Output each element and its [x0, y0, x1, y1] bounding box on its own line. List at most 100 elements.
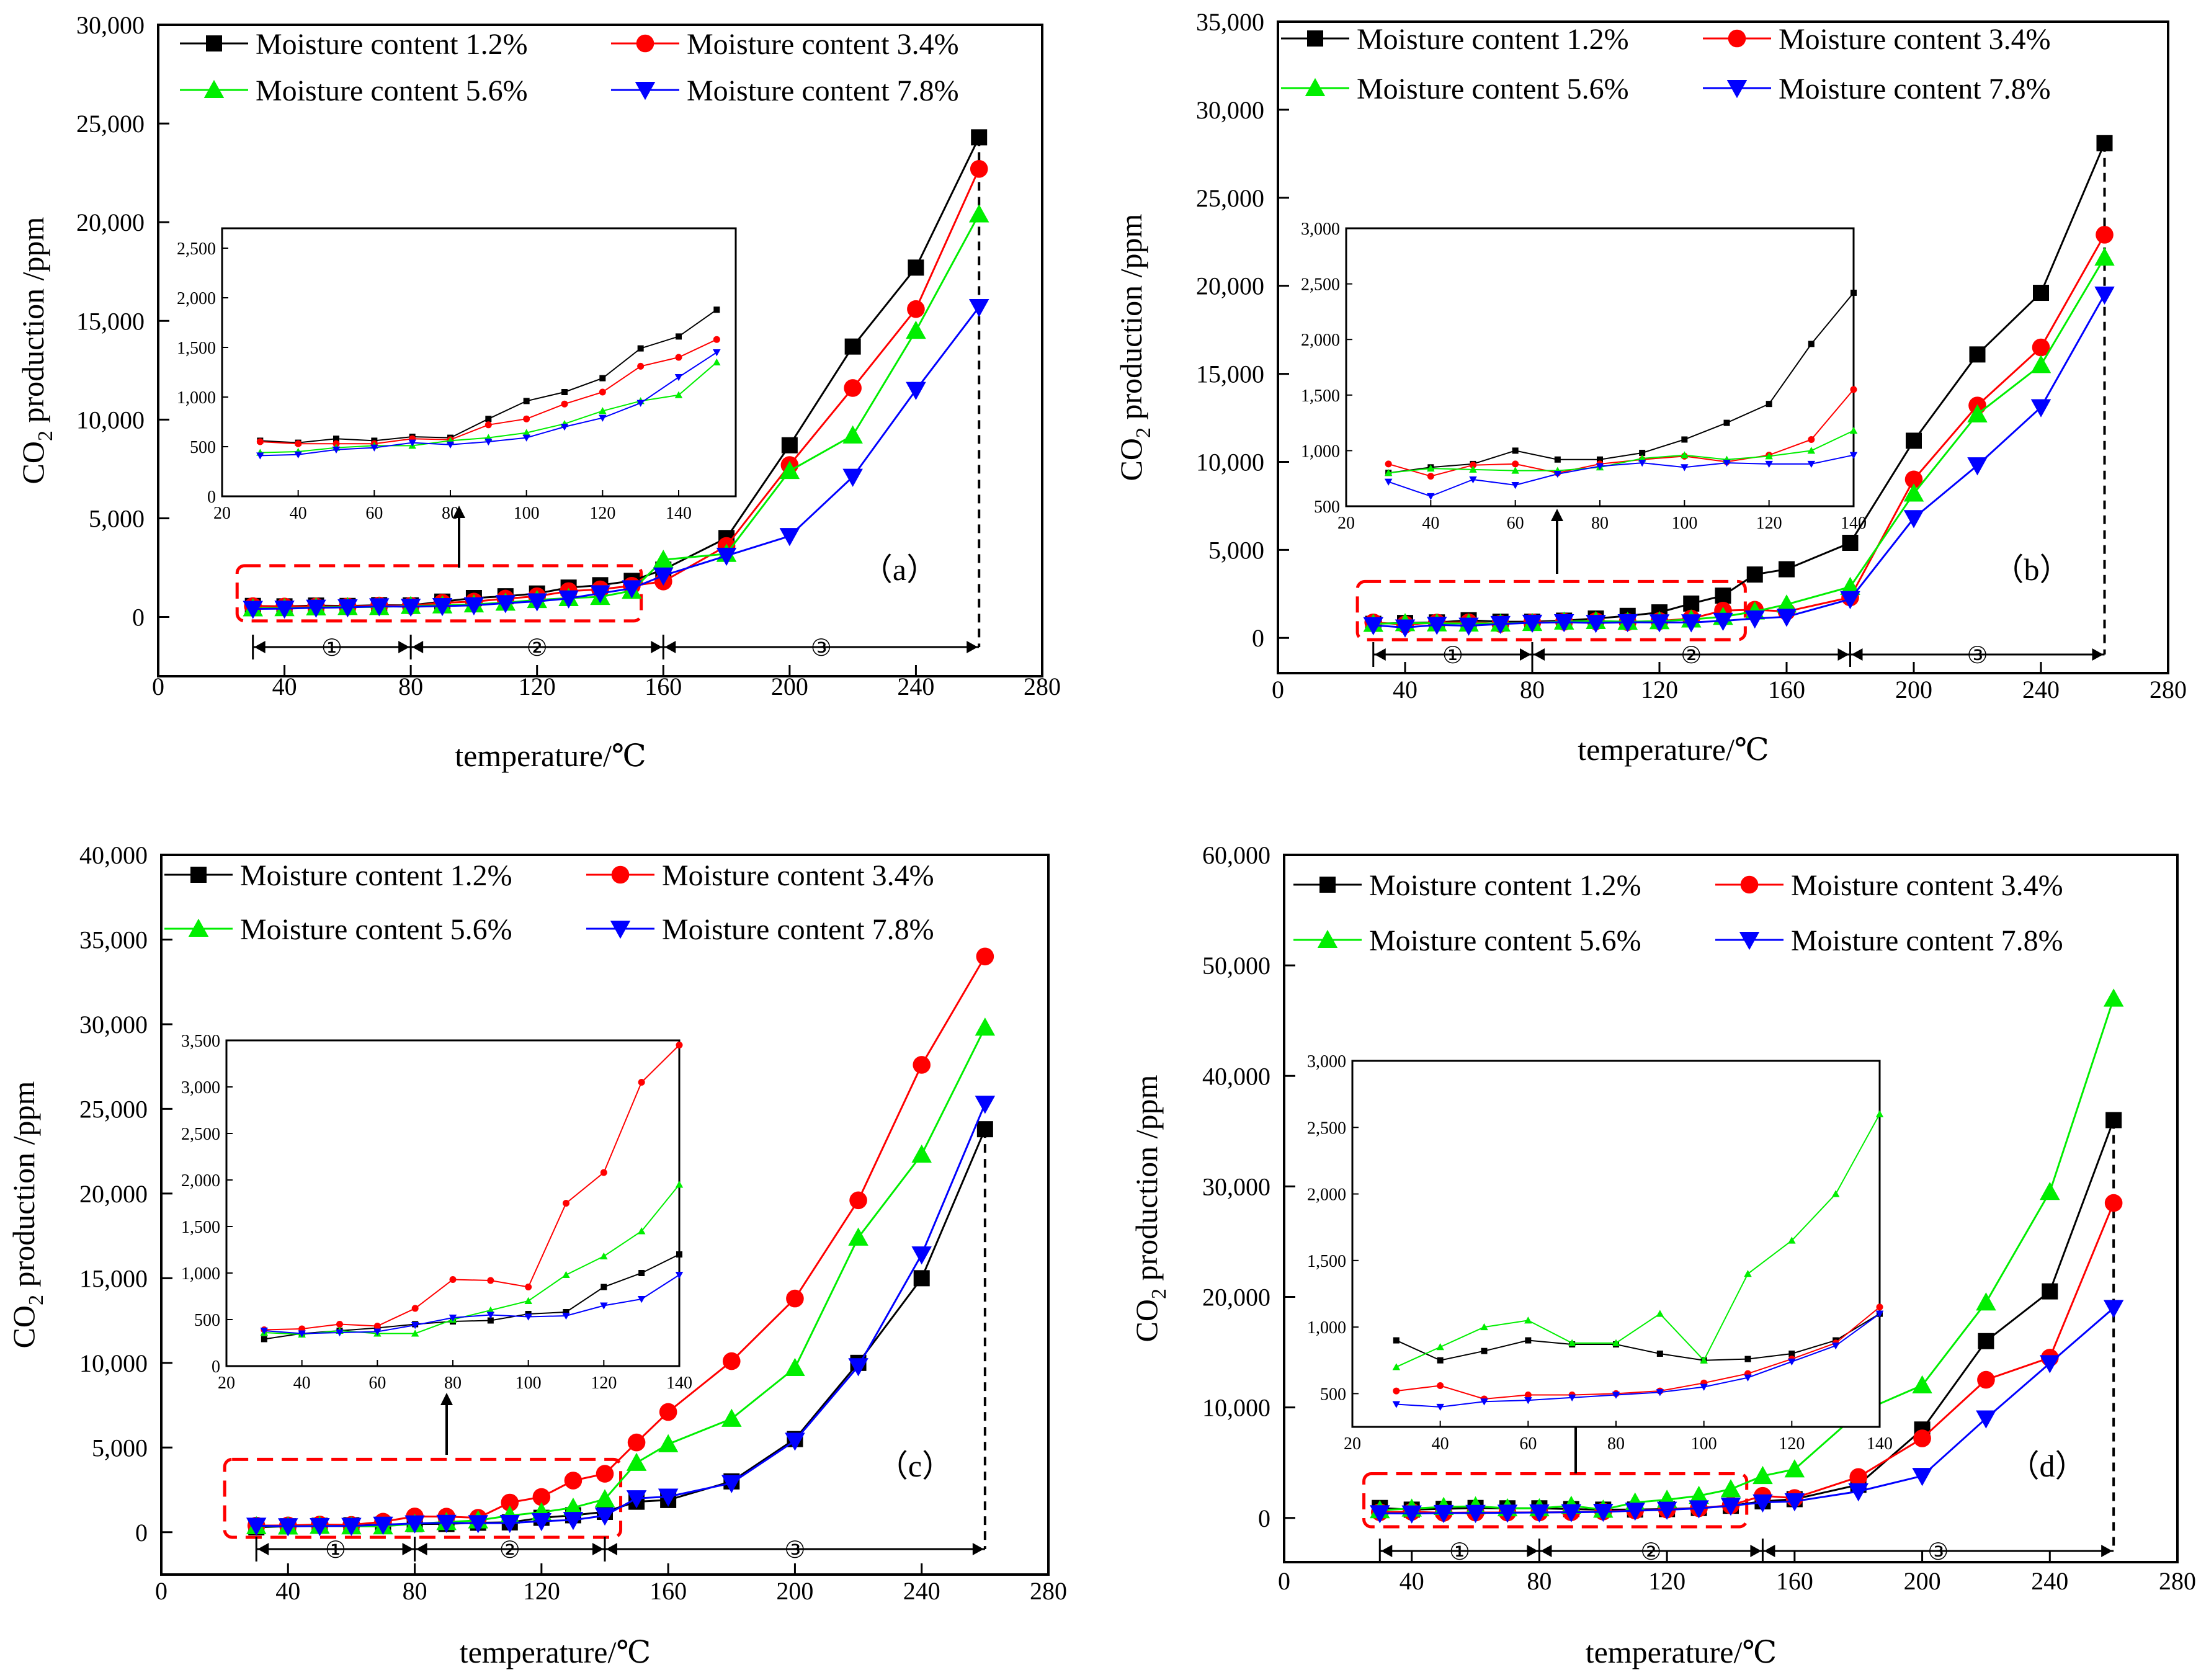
y-tick-label: 60,000 — [1202, 841, 1270, 869]
data-point — [1401, 1505, 1422, 1524]
data-point — [1554, 614, 1574, 633]
data-point — [564, 1472, 583, 1490]
x-tick-label: 240 — [903, 1577, 940, 1605]
data-point — [1458, 617, 1479, 636]
stage-label: ③ — [1927, 1539, 1949, 1565]
y-tick-label: 10,000 — [1196, 448, 1264, 476]
inset-data-point — [1875, 1310, 1884, 1318]
data-point — [2104, 1194, 2123, 1212]
inset-data-point — [449, 1315, 457, 1322]
data-point — [243, 601, 263, 619]
data-point — [1752, 1494, 1773, 1513]
inset-y-tick-label: 1,500 — [1301, 386, 1340, 406]
inset-x-tick-label: 60 — [365, 504, 383, 523]
data-point — [369, 598, 390, 617]
x-tick-label: 120 — [1641, 676, 1678, 704]
inset-pointer-head — [453, 506, 465, 518]
inset-data-point — [561, 389, 568, 395]
data-point — [1849, 1468, 1868, 1486]
inset-y-tick-label: 2,000 — [181, 1171, 220, 1191]
inset-data-point — [1554, 456, 1561, 463]
data-point — [626, 1490, 647, 1509]
x-axis-label: temperature/℃ — [1578, 732, 1769, 767]
data-point — [968, 204, 989, 223]
inset-data-point — [713, 336, 720, 343]
data-point — [1561, 1504, 1582, 1522]
data-point — [495, 595, 516, 614]
data-point — [721, 1475, 742, 1493]
data-point — [1370, 1505, 1390, 1524]
data-point — [1976, 1410, 1996, 1429]
legend-marker — [1728, 29, 1746, 48]
legend-marker — [610, 921, 631, 939]
y-tick-label: 30,000 — [76, 11, 145, 39]
inset-data-point — [1788, 1236, 1796, 1244]
data-point — [848, 1227, 868, 1246]
inset-x-tick-label: 120 — [1756, 514, 1782, 533]
inset-data-point — [1639, 449, 1646, 456]
data-point — [1649, 614, 1670, 633]
legend-label: Moisture content 5.6% — [256, 74, 528, 107]
stage-label: ① — [325, 1537, 346, 1563]
y-tick-label: 5,000 — [89, 504, 145, 532]
data-point — [246, 1517, 267, 1536]
data-point — [590, 585, 610, 604]
data-point — [501, 1493, 519, 1512]
data-point — [1617, 614, 1638, 633]
inset-data-point — [1681, 436, 1688, 443]
data-point — [659, 1403, 677, 1421]
x-tick-label: 40 — [272, 672, 297, 700]
inset-data-point — [1744, 1270, 1752, 1277]
data-point — [532, 1488, 551, 1506]
x-tick-label: 40 — [1400, 1567, 1424, 1595]
data-point — [1427, 617, 1447, 635]
data-point — [1625, 1503, 1645, 1521]
inset-data-point — [1612, 1339, 1620, 1346]
y-tick-label: 5,000 — [92, 1434, 148, 1462]
data-point — [1784, 1493, 1805, 1512]
inset-data-point — [599, 375, 606, 382]
data-point — [722, 1352, 741, 1370]
inset-data-point — [599, 407, 607, 414]
data-point — [1976, 1292, 1996, 1311]
stage-arrow-head — [592, 1543, 604, 1555]
y-tick-label: 30,000 — [1196, 96, 1264, 124]
x-tick-label: 120 — [1648, 1567, 1685, 1595]
data-point — [1903, 510, 1924, 529]
inset-data-point — [675, 1181, 684, 1188]
data-point — [1586, 615, 1606, 633]
inset-data-point — [600, 1302, 608, 1310]
inset-data-point — [563, 1200, 569, 1207]
inset-data-point — [1849, 426, 1858, 434]
inset-y-tick-label: 2,500 — [181, 1125, 220, 1144]
inset-data-point — [676, 1042, 683, 1048]
inset-data-point — [563, 1309, 569, 1315]
inset-data-point — [1427, 473, 1434, 480]
data-point — [1779, 561, 1795, 578]
inset-y-tick-label: 1,000 — [1301, 442, 1340, 461]
inset-data-point — [373, 1328, 382, 1336]
inset-x-tick-label: 20 — [1344, 1434, 1361, 1454]
inset-x-tick-label: 60 — [1507, 514, 1524, 533]
data-point — [404, 1515, 425, 1534]
data-point — [1395, 619, 1416, 638]
stage-arrow-head — [254, 641, 266, 653]
inset-data-point — [522, 429, 530, 436]
stage-arrow-head — [1851, 648, 1863, 661]
zoom-region-box — [235, 564, 643, 623]
data-point — [653, 550, 674, 568]
x-axis-label: temperature/℃ — [460, 1635, 651, 1669]
data-point — [1977, 1370, 1995, 1389]
inset-data-point — [522, 434, 530, 442]
inset-data-point — [1437, 1382, 1444, 1389]
inset-data-point — [1481, 1347, 1488, 1354]
data-point — [436, 1514, 457, 1534]
data-point — [531, 1513, 552, 1532]
inset-data-point — [637, 1296, 646, 1303]
x-tick-label: 240 — [2022, 676, 2060, 704]
plot-frame — [1283, 854, 2179, 1563]
data-point — [1913, 1429, 1931, 1447]
data-point — [786, 1289, 804, 1308]
inset-x-tick-label: 100 — [1671, 514, 1697, 533]
stage-label: ② — [499, 1537, 520, 1563]
